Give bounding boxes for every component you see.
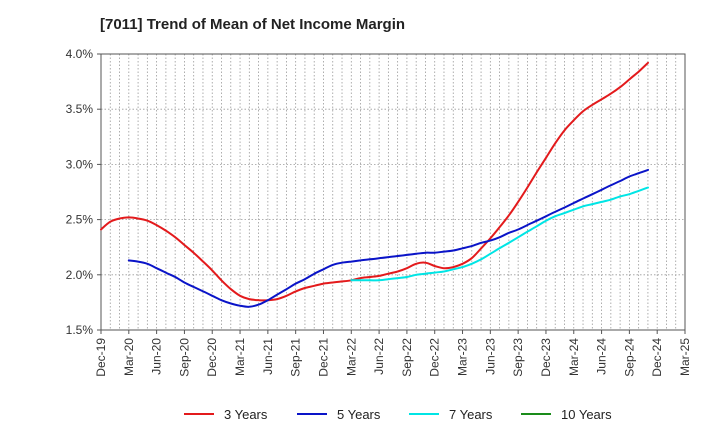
chart-title: [7011] Trend of Mean of Net Income Margi… xyxy=(100,16,406,33)
x-tick-label: Mar-21 xyxy=(233,338,247,376)
x-tick-label: Mar-25 xyxy=(678,338,692,376)
x-tick-label: Dec-23 xyxy=(539,338,553,377)
x-tick-label: Dec-21 xyxy=(316,338,330,377)
y-tick-label: 4.0% xyxy=(66,47,94,61)
x-tick-label: Mar-24 xyxy=(567,338,581,376)
x-tick-label: Sep-20 xyxy=(177,338,191,377)
x-tick-label: Sep-22 xyxy=(400,338,414,377)
legend-label: 7 Years xyxy=(449,407,493,422)
plot-border xyxy=(100,53,686,331)
x-tick-label: Jun-20 xyxy=(150,338,164,375)
legend-label: 10 Years xyxy=(561,407,612,422)
x-tick-label: Mar-22 xyxy=(344,338,358,376)
legend-item-10-years: 10 Years xyxy=(521,407,612,422)
y-tick-label: 2.0% xyxy=(66,268,94,282)
x-tick-label: Dec-22 xyxy=(428,338,442,377)
y-tick-label: 3.5% xyxy=(66,102,94,116)
x-tick-label: Dec-19 xyxy=(94,338,108,377)
y-tick-label: 1.5% xyxy=(66,323,94,337)
legend-item-5-years: 5 Years xyxy=(297,407,381,422)
x-tick-label: Sep-21 xyxy=(289,338,303,377)
x-tick-label: Jun-22 xyxy=(372,338,386,375)
y-tick-label: 3.0% xyxy=(66,157,94,171)
x-tick-label: Jun-23 xyxy=(483,338,497,375)
x-tick-label: Mar-23 xyxy=(456,338,470,376)
x-tick-label: Sep-24 xyxy=(622,338,636,377)
legend-label: 5 Years xyxy=(337,407,381,422)
legend-label: 3 Years xyxy=(224,407,268,422)
legend-item-7-years: 7 Years xyxy=(409,407,493,422)
x-tick-label: Jun-21 xyxy=(261,338,275,375)
plot-area xyxy=(101,54,685,330)
legend-item-3-years: 3 Years xyxy=(184,407,268,422)
x-tick-label: Mar-20 xyxy=(122,338,136,376)
series-line-5-years xyxy=(127,168,649,308)
x-tick-label: Jun-24 xyxy=(595,338,609,375)
x-tick-label: Dec-24 xyxy=(650,338,664,377)
series-line-7-years xyxy=(350,186,649,282)
x-tick-label: Dec-20 xyxy=(205,338,219,377)
y-tick-label: 2.5% xyxy=(66,213,94,227)
series-line-3-years xyxy=(100,61,649,302)
x-tick-label: Sep-23 xyxy=(511,338,525,377)
